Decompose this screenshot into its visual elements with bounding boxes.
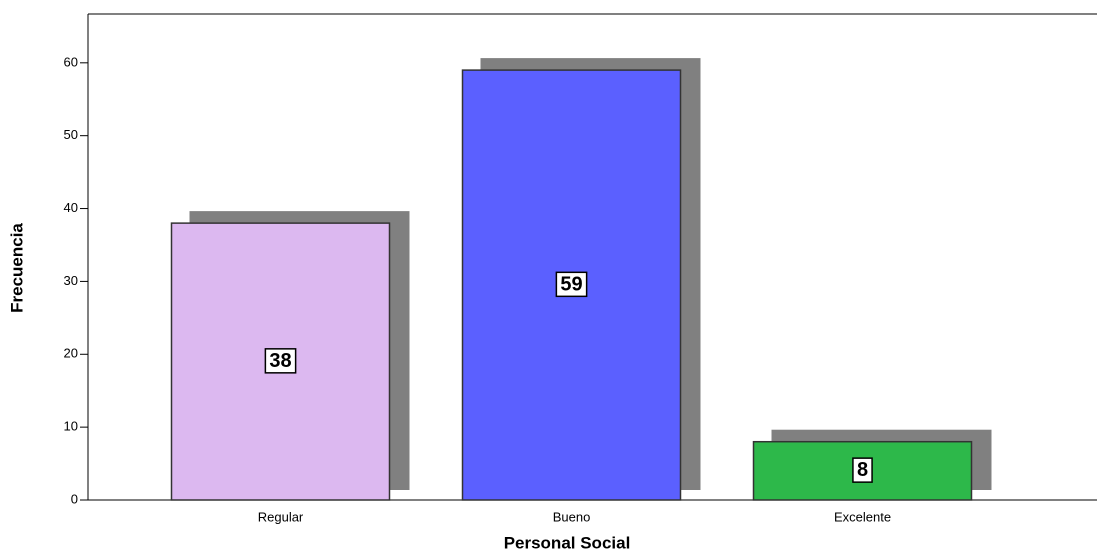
y-tick-label: 40 <box>64 200 78 215</box>
x-tick-label: Excelente <box>834 509 891 524</box>
page: Personal Social Frecuencia 0 10 20 30 40 50 60… <box>0 0 1097 554</box>
y-tick-label: 50 <box>64 127 78 142</box>
y-tick-label: 60 <box>64 54 78 69</box>
x-tick-label: Regular <box>258 509 304 524</box>
x-tick-label: Bueno <box>553 509 591 524</box>
chart: Personal Social Frecuencia 0 10 20 30 40 50 60… <box>0 0 1097 554</box>
x-axis-title: Personal Social <box>504 533 631 552</box>
data-label: 38 <box>269 350 291 372</box>
y-tick-label: 20 <box>64 346 78 361</box>
data-label: 8 <box>857 459 868 481</box>
y-tick-label: 0 <box>71 491 78 506</box>
y-tick-label: 10 <box>64 419 78 434</box>
y-tick-label: 30 <box>64 273 78 288</box>
data-label: 59 <box>560 273 582 295</box>
y-axis-title: Frecuencia <box>7 223 26 313</box>
